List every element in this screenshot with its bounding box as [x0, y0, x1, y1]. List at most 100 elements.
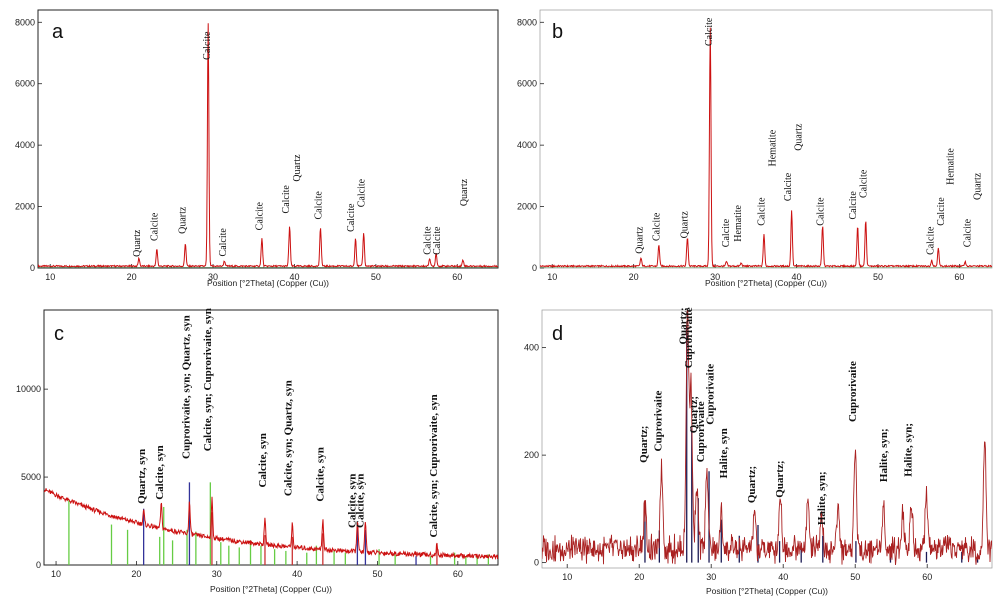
plot-frame [541, 309, 993, 569]
peak-annotation: Quartz; [746, 466, 758, 503]
peak-annotation: Calcite [202, 31, 213, 60]
peak-annotation: Calcite, syn [154, 445, 166, 499]
peak-annotation: Calcite, syn; Cuprorivaite, syn [428, 394, 440, 537]
peak-annotation: Quartz [132, 229, 143, 257]
peak-annotation: Cuprorivaite [695, 401, 707, 462]
y-tick-label: 6000 [15, 79, 35, 89]
y-tick-label: 0 [36, 560, 41, 570]
peak-annotation: Quartz [973, 172, 984, 200]
x-tick-label: 10 [51, 569, 61, 579]
peak-annotation: Quartz; [688, 396, 700, 433]
panel-label: c [54, 323, 64, 345]
x-tick-label: 20 [127, 272, 137, 282]
x-tick-label: 40 [292, 569, 302, 579]
peak-annotation: Calcite, syn; Cuprorivaite, syn [202, 308, 214, 451]
peak-annotation: Calcite, syn [257, 433, 269, 487]
x-tick-label: 30 [212, 569, 222, 579]
peak-annotation: Calcite [281, 185, 292, 214]
peak-annotation: Halite, syn; [816, 471, 828, 525]
y-tick-label: 2000 [517, 202, 537, 212]
x-tick-label: 60 [954, 272, 964, 282]
x-tick-label: 60 [452, 272, 462, 282]
peak-annotation: Calcite [357, 178, 368, 207]
y-tick-label: 6000 [517, 79, 537, 89]
plot-area [542, 310, 992, 566]
peak-annotation: Calcite [963, 218, 974, 247]
y-tick-label: 10000 [16, 384, 41, 394]
x-tick-label: 30 [208, 272, 218, 282]
peak-annotation: Calcite, syn [347, 474, 359, 528]
peak-annotation: Calcite [346, 203, 357, 232]
diffraction-pattern [540, 27, 992, 268]
peak-annotation: Calcite [925, 226, 936, 255]
plot-area [540, 27, 992, 268]
peak-annotation: Calcite [721, 218, 732, 247]
plot-area [44, 482, 498, 565]
peak-annotation: Hematite [733, 204, 744, 241]
y-tick-label: 0 [534, 558, 539, 568]
peak-annotation: Quartz, syn [136, 449, 148, 504]
peak-annotation: Calcite [783, 172, 794, 201]
peak-annotation: Calcite, syn; Quartz, syn [283, 380, 295, 496]
peak-annotation: Calcite [218, 228, 229, 257]
x-tick-label: 50 [372, 569, 382, 579]
y-tick-label: 0 [30, 263, 35, 273]
panel-label: d [552, 323, 563, 345]
x-tick-label: 50 [850, 572, 860, 582]
diffraction-pattern [542, 310, 992, 566]
peak-annotation: Calcite [848, 191, 859, 220]
x-tick-label: 50 [873, 272, 883, 282]
peak-annotation: Quartz; [638, 426, 650, 463]
peak-annotation: Quartz [679, 211, 690, 239]
peak-annotation: Cuprorivaite, syn; Quartz, syn [180, 315, 192, 459]
panel-a: a 10 20 30 40 50 60 0 2000 4000 6000 8000 Position [… [15, 9, 499, 288]
plot-frame [539, 9, 993, 269]
x-tick-label: 30 [710, 272, 720, 282]
x-tick-label: 40 [778, 572, 788, 582]
peak-annotation: Calcite [432, 226, 443, 255]
peak-annotation: Quartz [793, 123, 804, 151]
panel-d: d 10 20 30 40 50 60 0 200 400 Position [°2Theta] (… [524, 307, 993, 596]
x-tick-label: 10 [562, 572, 572, 582]
peak-annotation: Calcite [313, 191, 324, 220]
peak-annotation: Cuprorivaite [683, 307, 695, 368]
panel-label: a [52, 21, 64, 43]
y-tick-label: 4000 [15, 140, 35, 150]
x-tick-label: 10 [547, 272, 557, 282]
peak-annotation: Calcite, syn [315, 447, 327, 501]
x-tick-label: 10 [45, 272, 55, 282]
y-tick-label: 8000 [15, 17, 35, 27]
x-axis-label: Position [°2Theta] (Copper (Cu)) [207, 278, 329, 288]
x-tick-label: 40 [289, 272, 299, 282]
diffraction-pattern [44, 488, 498, 561]
peak-annotation: Calcite [150, 212, 161, 241]
peak-annotation: Calcite [422, 226, 433, 255]
x-axis-label: Position [°2Theta] (Copper (Cu)) [706, 586, 828, 596]
x-tick-label: 20 [634, 572, 644, 582]
panel-b: b 10 20 30 40 50 60 0 2000 4000 6000 8000 Position [… [517, 9, 993, 288]
peak-annotation: Cuprorivaite [847, 361, 859, 422]
peak-annotation: Calcite, syn [355, 474, 367, 528]
peak-annotation: Calcite [936, 197, 947, 226]
x-tick-label: 50 [371, 272, 381, 282]
peak-annotation: Calcite [815, 197, 826, 226]
y-tick-label: 200 [524, 450, 539, 460]
peak-annotation: Calcite [859, 169, 870, 198]
plot-frame [37, 9, 499, 269]
peak-annotation: Calcite [255, 201, 266, 230]
peak-annotation: Quartz; [678, 307, 690, 344]
peak-annotation: Cuprorivaite [704, 364, 716, 425]
panel-label: b [552, 21, 563, 43]
peak-annotation: Quartz [292, 154, 303, 182]
peak-annotation: Quartz [635, 226, 646, 254]
plot-frame [43, 309, 499, 566]
peak-annotation: Cuprorivaite [653, 390, 665, 451]
peak-annotation: Halite, syn; [902, 423, 914, 477]
x-tick-label: 20 [131, 569, 141, 579]
peak-annotation: Quartz [177, 206, 188, 234]
peak-annotation: Quartz [459, 178, 470, 206]
peak-annotation: Halite, syn [718, 428, 730, 478]
y-tick-label: 5000 [21, 472, 41, 482]
x-axis-label: Position [°2Theta] (Copper (Cu)) [705, 278, 827, 288]
